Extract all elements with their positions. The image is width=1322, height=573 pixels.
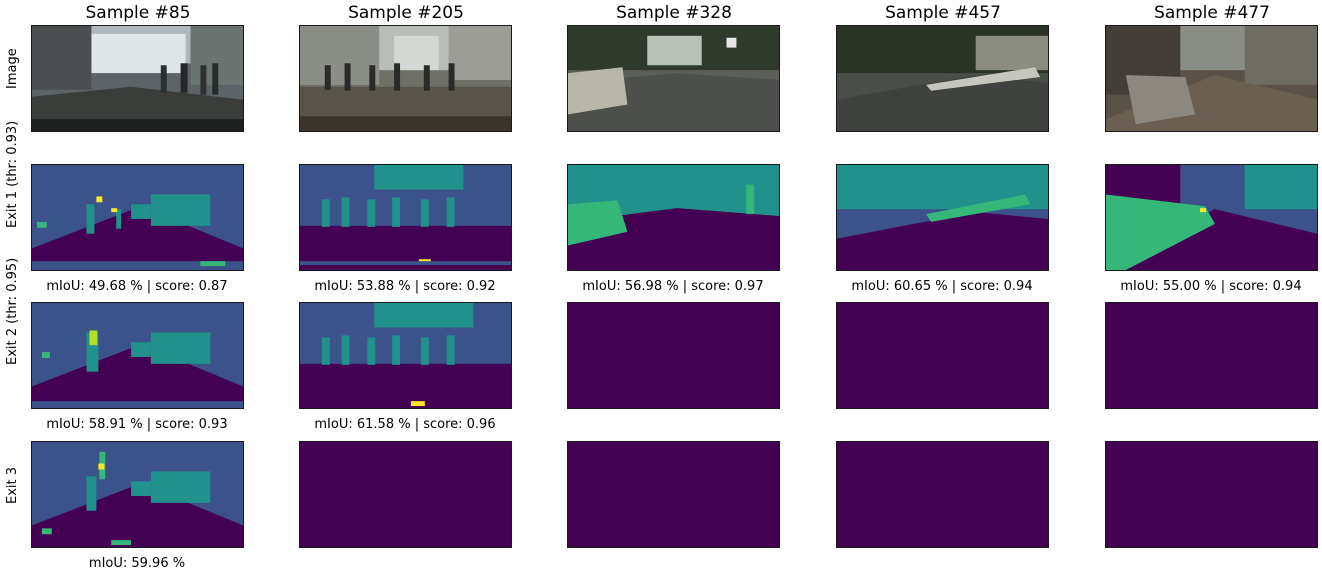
segmentation-exit2-sample-205 [299,302,512,409]
column-title-sample-85: Sample #85 [85,3,191,23]
caption-exit1-sample-205: mIoU: 53.88 % | score: 0.92 [314,279,496,294]
segmentation-exit1-sample-205 [299,164,512,271]
segmentation-exit1-sample-85 [31,164,244,271]
caption-exit1-sample-85: mIoU: 49.68 % | score: 0.87 [46,279,228,294]
column-title-sample-457: Sample #457 [885,3,1001,23]
row-label-exit-1: Exit 1 (thr: 0.93) [5,120,20,228]
segmentation-exit2-sample-477-empty [1105,302,1318,409]
segmentation-exit2-sample-457-empty [836,302,1049,409]
caption-exit2-sample-85: mIoU: 58.91 % | score: 0.93 [46,417,228,432]
row-label-exit-2: Exit 2 (thr: 0.95) [5,257,20,365]
street-photo-457 [836,25,1049,132]
segmentation-exit3-sample-205-empty [299,441,512,548]
caption-exit1-sample-457: mIoU: 60.65 % | score: 0.94 [851,279,1033,294]
caption-exit1-sample-328: mIoU: 56.98 % | score: 0.97 [582,279,764,294]
segmentation-exit1-sample-457 [836,164,1049,271]
street-photo-85 [31,25,244,132]
column-title-sample-328: Sample #328 [616,3,732,23]
caption-exit2-sample-205: mIoU: 61.58 % | score: 0.96 [314,417,496,432]
row-label-exit-3: Exit 3 [5,466,20,504]
street-photo-328 [567,25,780,132]
caption-exit1-sample-477: mIoU: 55.00 % | score: 0.94 [1120,279,1302,294]
column-title-sample-477: Sample #477 [1154,3,1270,23]
segmentation-exit3-sample-457-empty [836,441,1049,548]
segmentation-exit1-sample-328 [567,164,780,271]
caption-exit3-sample-85: mIoU: 59.96 % [88,556,186,571]
segmentation-exit3-sample-85 [31,441,244,548]
segmentation-exit2-sample-85 [31,302,244,409]
column-title-sample-205: Sample #205 [348,3,464,23]
row-label-image: Image [5,48,20,89]
segmentation-exit1-sample-477 [1105,164,1318,271]
street-photo-205 [299,25,512,132]
segmentation-exit3-sample-328-empty [567,441,780,548]
street-photo-477 [1105,25,1318,132]
segmentation-exit2-sample-328-empty [567,302,780,409]
segmentation-exit3-sample-477-empty [1105,441,1318,548]
